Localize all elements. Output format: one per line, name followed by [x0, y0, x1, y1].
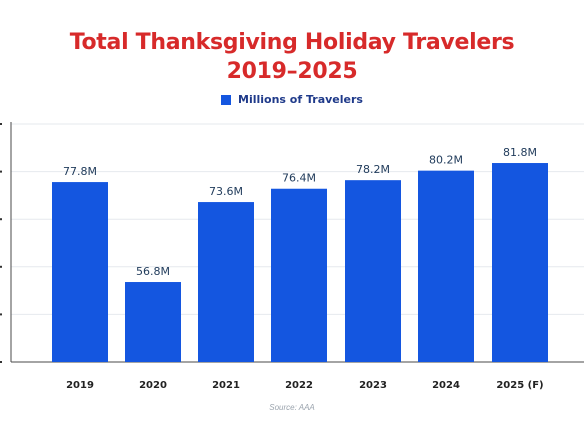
x-tick-label: 2022 — [285, 380, 313, 391]
bar — [52, 182, 108, 362]
bar — [125, 282, 181, 362]
chart-title-line1: Total Thanksgiving Holiday Travelers — [69, 30, 515, 55]
legend-swatch — [221, 94, 232, 105]
bar — [418, 170, 474, 362]
bar — [492, 163, 548, 362]
legend-label: Millions of Travelers — [238, 93, 363, 106]
x-tick-label: 2020 — [139, 380, 167, 391]
bar — [198, 202, 254, 362]
chart-title: Total Thanksgiving Holiday Travelers 201… — [0, 28, 584, 86]
data-label: 56.8M — [136, 265, 170, 278]
data-label: 73.6M — [209, 185, 243, 198]
bar — [271, 188, 327, 362]
legend: Millions of Travelers — [0, 93, 584, 106]
data-label: 77.8M — [63, 165, 97, 178]
data-label: 78.2M — [356, 163, 390, 176]
data-label: 81.8M — [503, 146, 537, 159]
bar — [345, 180, 401, 362]
data-label: 76.4M — [282, 172, 316, 185]
x-tick-label: 2021 — [212, 380, 240, 391]
x-tick-label: 2023 — [359, 380, 387, 391]
data-label: 80.2M — [429, 154, 463, 167]
chart-title-line2: 2019–2025 — [226, 59, 358, 84]
x-tick-label: 2019 — [66, 380, 94, 391]
x-tick-label: 2025 (F) — [496, 380, 543, 391]
source-note: Source: AAA — [269, 403, 315, 412]
x-tick-label: 2024 — [432, 380, 460, 391]
